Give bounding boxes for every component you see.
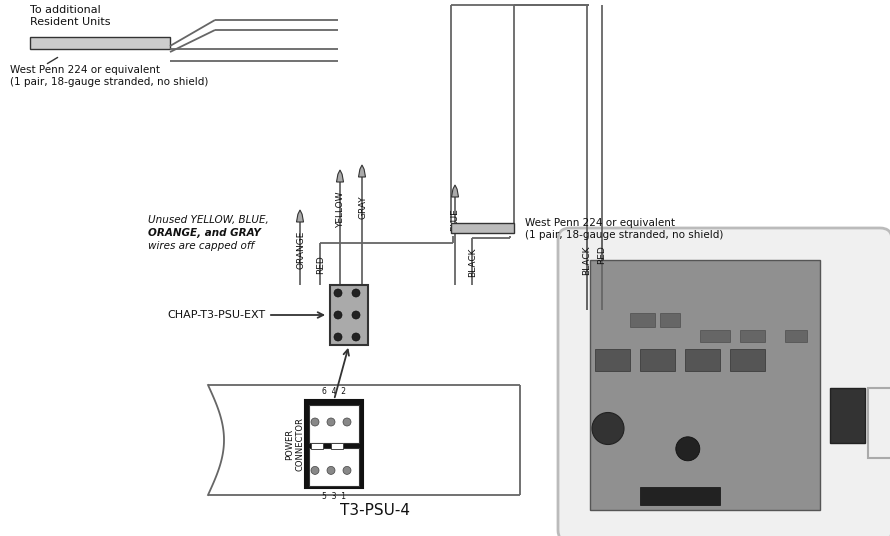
- Circle shape: [311, 418, 319, 426]
- Bar: [740, 330, 765, 341]
- Circle shape: [327, 466, 335, 474]
- Bar: [311, 443, 323, 449]
- Bar: [30, 37, 170, 49]
- Circle shape: [352, 311, 360, 319]
- Text: West Penn 224 or equivalent
(1 pair, 18-gauge stranded, no shield): West Penn 224 or equivalent (1 pair, 18-…: [525, 218, 724, 240]
- Text: ORANGE, and GRAY: ORANGE, and GRAY: [148, 228, 261, 238]
- Bar: [640, 487, 720, 505]
- Circle shape: [311, 466, 319, 474]
- Circle shape: [343, 466, 351, 474]
- Circle shape: [334, 289, 342, 297]
- Bar: [685, 348, 720, 370]
- Circle shape: [327, 418, 335, 426]
- Text: West Penn 224 or equivalent
(1 pair, 18-gauge stranded, no shield): West Penn 224 or equivalent (1 pair, 18-…: [10, 65, 208, 87]
- Text: wires are capped off: wires are capped off: [148, 241, 255, 251]
- Text: BLACK: BLACK: [468, 247, 478, 277]
- Circle shape: [676, 437, 700, 461]
- Text: BLUE: BLUE: [450, 209, 459, 232]
- Bar: [660, 313, 680, 327]
- Circle shape: [352, 289, 360, 297]
- Bar: [330, 285, 368, 345]
- Text: T3-PSU-4: T3-PSU-4: [340, 503, 410, 518]
- Bar: [730, 348, 765, 370]
- Circle shape: [334, 311, 342, 319]
- Text: BLACK: BLACK: [582, 245, 592, 275]
- Bar: [830, 388, 865, 443]
- Text: CHAP-T3-PSU-EXT: CHAP-T3-PSU-EXT: [167, 310, 265, 320]
- Circle shape: [592, 413, 624, 444]
- Bar: [331, 443, 343, 449]
- Polygon shape: [451, 185, 458, 197]
- Text: ORANGE: ORANGE: [296, 231, 305, 269]
- Polygon shape: [359, 165, 366, 177]
- Bar: [590, 260, 820, 510]
- Circle shape: [343, 418, 351, 426]
- Bar: [785, 330, 807, 341]
- Text: Unused YELLOW, BLUE,: Unused YELLOW, BLUE,: [148, 215, 269, 225]
- Text: POWER
CONNECTOR: POWER CONNECTOR: [286, 417, 304, 471]
- Bar: [868, 388, 890, 458]
- FancyBboxPatch shape: [558, 228, 890, 536]
- Bar: [309, 449, 359, 486]
- Text: RED: RED: [597, 245, 606, 264]
- Circle shape: [334, 333, 342, 341]
- Bar: [595, 348, 630, 370]
- Bar: [305, 400, 363, 488]
- Text: To additional
Resident Units: To additional Resident Units: [30, 5, 110, 27]
- Bar: [309, 405, 359, 443]
- Bar: [700, 330, 730, 341]
- Bar: [630, 313, 655, 327]
- Text: 6  4  2: 6 4 2: [322, 387, 346, 396]
- Text: RED: RED: [317, 256, 326, 274]
- Bar: [640, 348, 675, 370]
- Text: YELLOW: YELLOW: [336, 192, 345, 228]
- Circle shape: [352, 333, 360, 341]
- Text: GRAY: GRAY: [358, 195, 367, 219]
- Polygon shape: [296, 210, 303, 222]
- Polygon shape: [336, 170, 344, 182]
- Bar: [451, 223, 514, 233]
- Text: 5  3  1: 5 3 1: [322, 492, 346, 501]
